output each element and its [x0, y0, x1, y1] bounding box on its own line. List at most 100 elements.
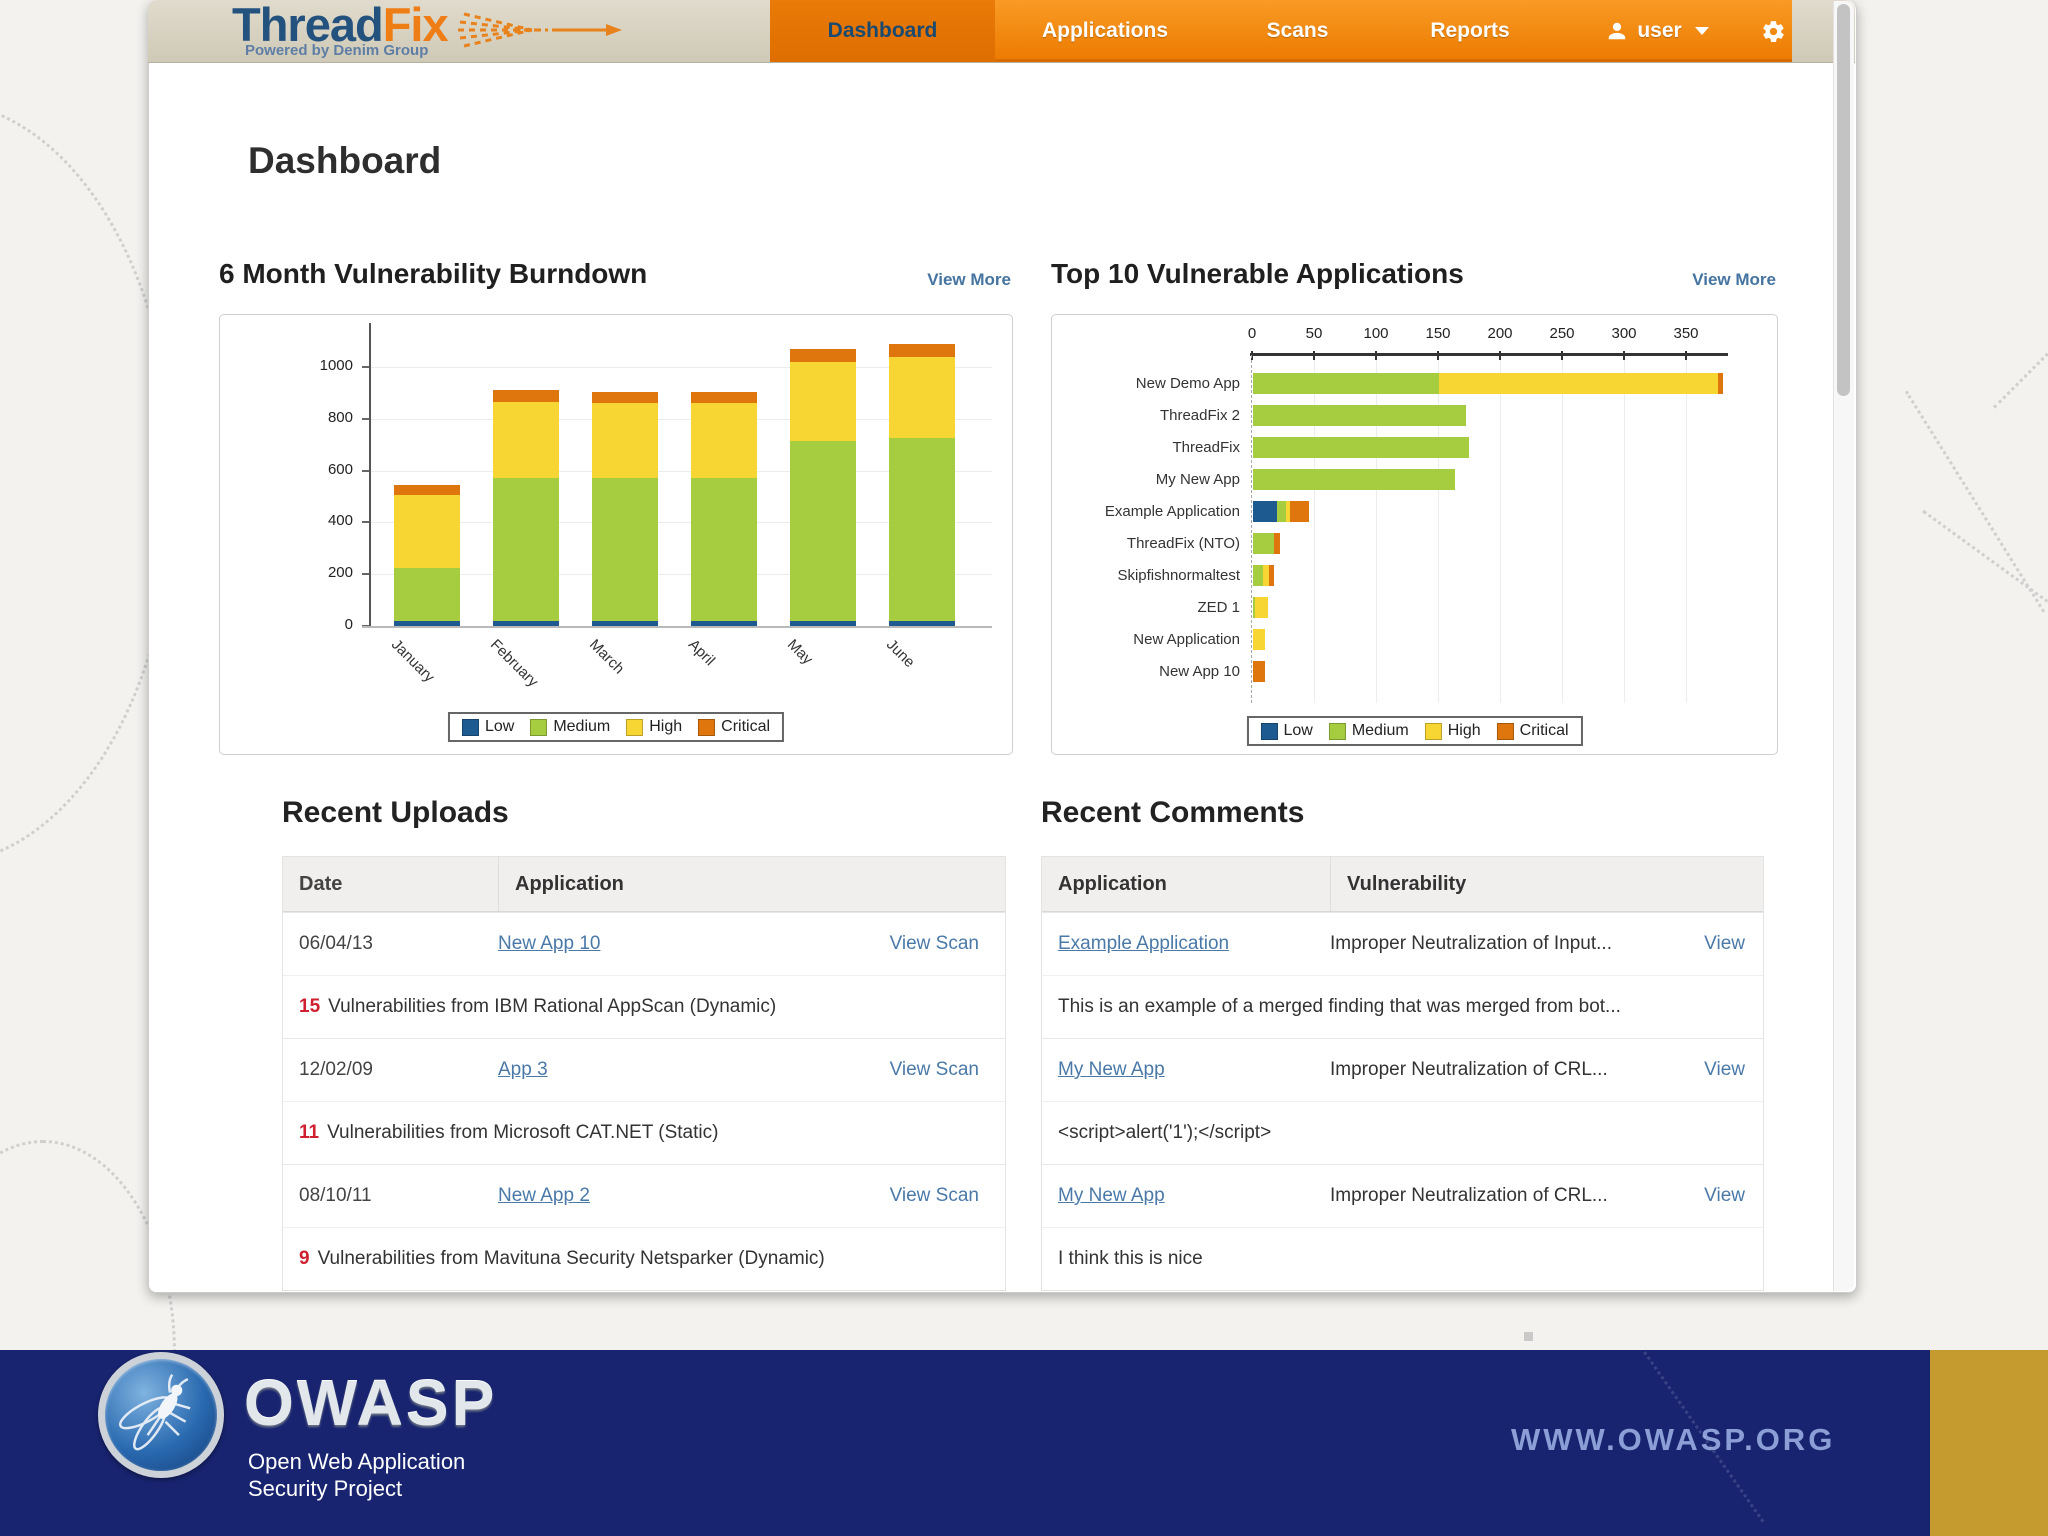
- gridline: [1376, 355, 1377, 703]
- settings-gear-button[interactable]: [1755, 0, 1792, 62]
- bar-segment-low: [691, 620, 757, 626]
- app-label: New Application: [1133, 631, 1240, 648]
- gridline: [370, 522, 992, 524]
- bar-segment-high: [1255, 597, 1268, 618]
- upload-application: App 3: [498, 1059, 835, 1081]
- upload-action: View Scan: [835, 1185, 1005, 1207]
- high-swatch: [1424, 722, 1442, 740]
- owasp-subtitle: Open Web Application Security Project: [248, 1448, 465, 1502]
- upload-row: 12/02/09 App 3 View Scan: [283, 1038, 1005, 1101]
- logo-fix: Fix: [382, 0, 449, 51]
- comment-vulnerability: Improper Neutralization of Input...: [1330, 933, 1612, 954]
- x-tick-label: 50: [1305, 325, 1323, 342]
- application-link[interactable]: App 3: [498, 1059, 548, 1080]
- y-tick-label: 400: [327, 512, 353, 530]
- legend-label: Low: [484, 718, 515, 735]
- application-link[interactable]: My New App: [1058, 1059, 1165, 1080]
- app-label: ThreadFix: [1172, 439, 1240, 456]
- bar-segment-high: [592, 403, 658, 479]
- top10-view-more-link[interactable]: View More: [1692, 270, 1776, 289]
- legend-label: High: [649, 718, 683, 735]
- bar-segment-medium: [493, 478, 559, 621]
- comment-application: My New App: [1042, 1059, 1330, 1081]
- gear-icon: [1763, 20, 1784, 42]
- bar-segment-medium: [1253, 597, 1256, 618]
- gridline: [1562, 355, 1563, 703]
- user-menu[interactable]: user: [1560, 0, 1755, 62]
- recent-uploads-table: Date Application 06/04/13 New App 10 View Sc…: [282, 856, 1006, 1291]
- bar-segment-low: [592, 620, 658, 626]
- bar-segment-critical: [1253, 661, 1266, 682]
- app-label: My New App: [1155, 471, 1240, 488]
- burndown-view-more-link[interactable]: View More: [927, 270, 1011, 289]
- app-label: ThreadFix 2: [1159, 407, 1240, 424]
- bar-segment-medium: [1253, 437, 1469, 458]
- legend-label: Medium: [1351, 722, 1409, 739]
- gridline: [370, 470, 992, 472]
- y-tick-label: 0: [344, 616, 353, 633]
- upload-date: 06/04/13: [299, 933, 373, 954]
- nav-tab-scans[interactable]: Scans: [1215, 0, 1380, 62]
- view-link[interactable]: View: [1704, 1185, 1745, 1206]
- upload-row: 06/04/13 New App 10 View Scan: [283, 912, 1005, 975]
- bar-segment-high: [1286, 501, 1291, 522]
- gridline: [1500, 355, 1501, 703]
- comment-text-row: <script>alert('1');</script>: [1042, 1101, 1763, 1164]
- nav-tab-dashboard[interactable]: Dashboard: [770, 0, 995, 62]
- top10-chart: 0 50 100 150 200 250 300 350 New Demo App ThreadF…: [1051, 314, 1778, 755]
- upload-row: 08/10/11 New App 2 View Scan: [283, 1164, 1005, 1227]
- comment-text-row: I think this is nice: [1042, 1227, 1763, 1290]
- application-link[interactable]: New App 10: [498, 933, 601, 954]
- nav-tab-applications[interactable]: Applications: [995, 0, 1215, 62]
- view-link[interactable]: View: [1704, 1059, 1745, 1080]
- view-scan-link[interactable]: View Scan: [889, 1059, 979, 1080]
- bar-segment-high: [790, 361, 856, 441]
- upload-detail-text: Vulnerabilities from Microsoft CAT.NET (…: [327, 1122, 719, 1143]
- bar-segment-high: [394, 495, 460, 568]
- upload-action: View Scan: [835, 933, 1005, 955]
- legend-label: Low: [1283, 722, 1313, 739]
- application-link[interactable]: New App 2: [498, 1185, 590, 1206]
- bar-segment-high: [1253, 629, 1266, 650]
- comment-text: <script>alert('1');</script>: [1058, 1122, 1272, 1143]
- app-label: Example Application: [1104, 503, 1240, 520]
- month-label: January: [387, 636, 438, 686]
- gridline: [1314, 355, 1315, 703]
- comment-text: I think this is nice: [1058, 1248, 1203, 1269]
- legend-label: High: [1447, 722, 1481, 739]
- owasp-url: WWW.OWASP.ORG: [1511, 1422, 1836, 1457]
- legend-item-low: Low: [1260, 722, 1313, 740]
- application-link[interactable]: My New App: [1058, 1185, 1165, 1206]
- legend-item-critical: Critical: [1496, 722, 1569, 740]
- comment-row: Example Application Improper Neutralizati…: [1042, 912, 1763, 975]
- view-scan-link[interactable]: View Scan: [889, 1185, 979, 1206]
- owasp-subtitle-line1: Open Web Application: [248, 1449, 466, 1474]
- view-scan-link[interactable]: View Scan: [889, 933, 979, 954]
- comment-text: This is an example of a merged finding t…: [1058, 996, 1621, 1017]
- month-label: May: [783, 636, 817, 669]
- comment-row: My New App Improper Neutralization of CRL…: [1042, 1164, 1763, 1227]
- y-tick-label: 800: [327, 408, 353, 426]
- scrollbar-track[interactable]: [1833, 1, 1854, 1291]
- x-tick-label: 150: [1425, 325, 1451, 342]
- scrollbar-thumb[interactable]: [1837, 4, 1850, 396]
- spray-arrow-icon: [457, 12, 622, 48]
- x-tick-label: 250: [1549, 325, 1575, 342]
- bar-segment-low: [790, 620, 856, 626]
- vulnerability-count: 11: [299, 1122, 320, 1143]
- user-icon: [1609, 22, 1626, 40]
- y-tick-mark: [362, 469, 370, 472]
- low-swatch: [461, 718, 479, 736]
- application-link[interactable]: Example Application: [1058, 933, 1230, 954]
- bar-segment-critical: [889, 343, 955, 357]
- y-tick-label: 200: [327, 564, 353, 582]
- y-tick-mark: [362, 573, 370, 576]
- column-header-vulnerability: Vulnerability: [1330, 857, 1763, 911]
- view-link[interactable]: View: [1704, 933, 1745, 954]
- legend-item-critical: Critical: [698, 718, 770, 736]
- nav-tab-reports[interactable]: Reports: [1380, 0, 1560, 62]
- logo-thread: Thread: [232, 0, 384, 51]
- x-axis: [362, 626, 992, 628]
- owasp-wordmark: OWASP: [244, 1367, 498, 1439]
